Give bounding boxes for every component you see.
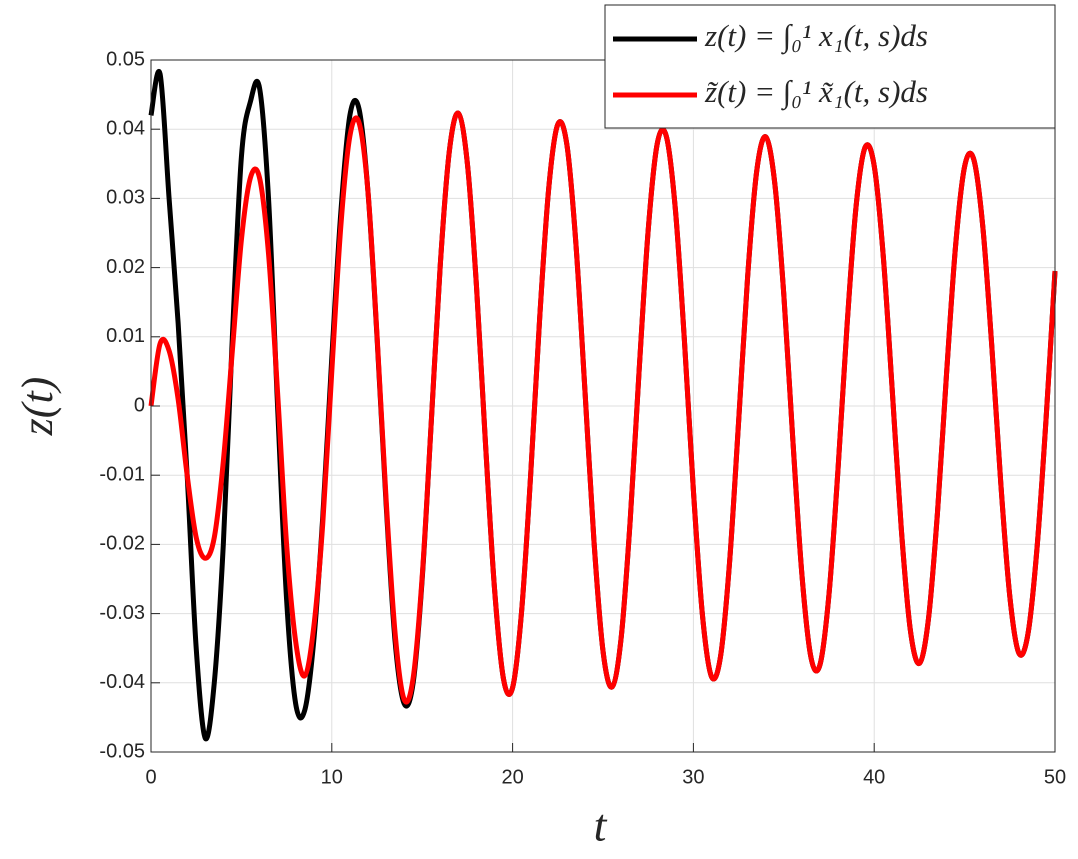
y-tick-label: 0.02 (106, 256, 145, 278)
legend: z(t) = ∫₀¹ x₁(t, s)ds z̃(t) = ∫₀¹ x̃₁(t, … (604, 4, 1056, 129)
y-tick-label: -0.02 (99, 533, 145, 555)
lines (148, 68, 1058, 742)
series-line (148, 110, 1058, 705)
x-tick-label: 40 (863, 766, 885, 788)
x-tick-label: 50 (1044, 766, 1066, 788)
x-tick-label: 0 (145, 766, 156, 788)
x-tick-label: 30 (682, 766, 704, 788)
axes-box (150, 59, 1056, 753)
y-tick-label: -0.03 (99, 602, 145, 624)
y-axis-label: z(t) (13, 377, 62, 437)
y-tick-label: 0.03 (106, 187, 145, 209)
legend-label: z̃(t) = ∫₀¹ x̃₁(t, s)ds (704, 74, 928, 111)
y-tick-label: 0.04 (106, 117, 145, 139)
x-axis-label: t (594, 800, 608, 851)
axes: -0.05 -0.04 -0.03 -0.02 -0.01 0 0.01 0.02 0.03 0.… (99, 48, 1066, 788)
y-tick-label: -0.05 (99, 740, 145, 762)
y-tick-label: 0.01 (106, 325, 145, 347)
y-tick-label: -0.04 (99, 671, 145, 693)
y-tick-label: 0 (134, 394, 145, 416)
y-tick-label: -0.01 (99, 463, 145, 485)
y-tick-label: 0.05 (106, 48, 145, 70)
x-tick-label: 10 (321, 766, 343, 788)
x-tick-label: 20 (501, 766, 523, 788)
legend-box (604, 4, 1056, 129)
legend-label: z(t) = ∫₀¹ x₁(t, s)ds (704, 18, 928, 55)
